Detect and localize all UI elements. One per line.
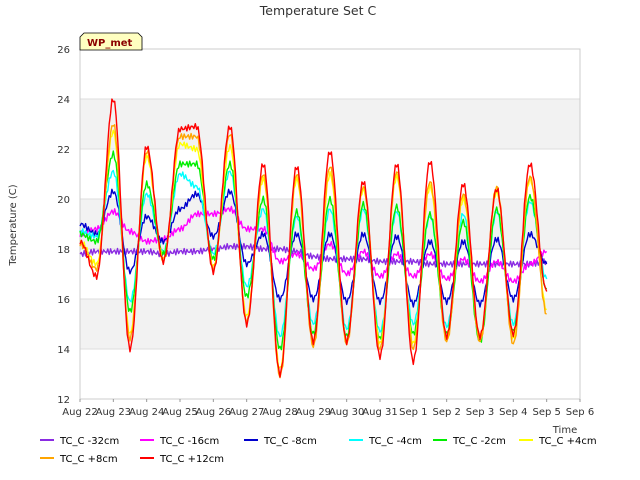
legend-item: TC_C +8cm — [40, 454, 118, 465]
plot-frame — [79, 48, 581, 400]
y-tick-label: 18 — [57, 245, 70, 256]
legend-item: TC_C +4cm — [519, 436, 597, 447]
x-tick-label: Aug 30 — [329, 407, 364, 418]
legend-label: TC_C -4cm — [368, 436, 422, 447]
x-tick-label: Aug 28 — [262, 407, 297, 418]
grid-band — [80, 99, 580, 149]
legend-label: TC_C -2cm — [452, 436, 506, 447]
legend-item: TC_C -2cm — [433, 436, 506, 447]
legend-label: TC_C +12cm — [159, 454, 224, 465]
legend-label: TC_C -16cm — [159, 436, 219, 447]
x-tick-label: Sep 5 — [532, 407, 560, 418]
legend-item: TC_C +12cm — [140, 454, 224, 465]
legend-item: TC_C -8cm — [244, 436, 317, 447]
legend-item: TC_C -4cm — [349, 436, 422, 447]
x-tick-label: Aug 26 — [196, 407, 231, 418]
y-tick-label: 12 — [57, 395, 70, 406]
x-tick-label: Aug 31 — [362, 407, 397, 418]
grid-band — [80, 299, 580, 349]
legend-label: TC_C +4cm — [538, 436, 597, 447]
x-axis-label: Time — [552, 425, 577, 436]
x-tick-label: Aug 25 — [162, 407, 197, 418]
legend-label: TC_C -32cm — [59, 436, 119, 447]
x-tick-label: Sep 2 — [432, 407, 460, 418]
y-tick-label: 14 — [57, 345, 70, 356]
legend-label: TC_C -8cm — [263, 436, 317, 447]
x-tick-label: Aug 29 — [296, 407, 331, 418]
y-tick-label: 26 — [57, 45, 70, 56]
site-badge-label: WP_met — [87, 38, 133, 49]
legend-label: TC_C +8cm — [59, 454, 118, 465]
legend-item: TC_C -16cm — [140, 436, 219, 447]
y-tick-label: 24 — [57, 95, 70, 106]
y-axis-label: Temperature (C) — [8, 184, 19, 266]
y-tick-label: 20 — [57, 195, 70, 206]
legend-item: TC_C -32cm — [40, 436, 119, 447]
x-tick-label: Aug 24 — [129, 407, 164, 418]
chart-title: Temperature Set C — [259, 3, 377, 18]
site-badge: WP_met — [79, 32, 143, 51]
x-tick-label: Sep 1 — [399, 407, 427, 418]
x-tick-label: Aug 22 — [62, 407, 97, 418]
y-tick-label: 16 — [57, 295, 70, 306]
x-tick-label: Sep 6 — [566, 407, 594, 418]
y-tick-label: 22 — [57, 145, 70, 156]
x-tick-label: Aug 23 — [96, 407, 131, 418]
x-tick-label: Aug 27 — [229, 407, 264, 418]
series-line-tc-c-12cm — [79, 98, 548, 378]
x-tick-label: Sep 4 — [499, 407, 527, 418]
x-tick-label: Sep 3 — [466, 407, 494, 418]
